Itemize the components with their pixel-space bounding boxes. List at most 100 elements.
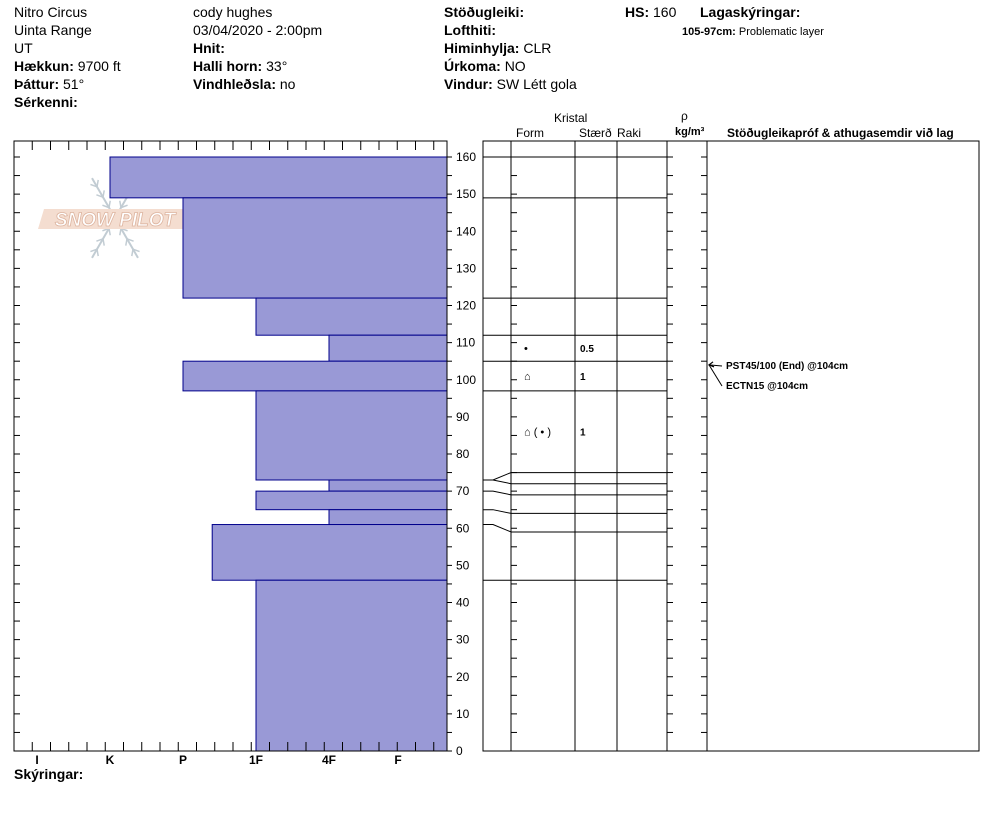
tests-header: Stöðugleikapróf & athugasemdir við lag [727,126,954,140]
hardness-bar [182,197,448,299]
snow-height: HS: 160 [625,4,676,20]
layer-note-text: Problematic layer [738,26,824,38]
observer: cody hughes [193,4,273,20]
snowflake-branch [102,190,105,198]
density-unit: kg/m³ [675,126,705,138]
elevation-value: 9700 ft [77,58,121,74]
stability-test-label: ECTN15 @104cm [726,381,808,392]
snow-pilot-logo: SNOW PILOT [38,177,192,259]
logo-banner [38,209,192,229]
crystal-size: 1 [580,372,586,383]
wind-loading: Vindhleðsla: no [193,76,295,92]
wind-label: Vindur: [444,76,493,92]
layer-notes-label: Lagaskýringar: [700,4,801,20]
state: UT [14,40,33,56]
layer-note: 105-97cm: Problematic layer [682,24,824,40]
depth-tick-label: 50 [456,558,470,572]
layer-note-range: 105-97cm: [682,26,736,38]
snowflake-branch [90,248,98,253]
snowflake-branch [119,228,122,236]
snowflake-branch [132,248,140,253]
depth-tick-label: 100 [456,373,476,387]
wind-loading-label: Vindhleðsla: [193,76,276,92]
layer-table-frame [482,140,980,752]
depth-tick-label: 10 [456,707,470,721]
hardness-bar [328,334,448,362]
sky-cover: Himinhylja: CLR [444,40,551,56]
depth-tick-label: 130 [456,261,476,275]
hardness-tick-label: P [179,753,187,767]
snowflake-branch [90,183,98,188]
depth-tick-label: 140 [456,224,476,238]
elevation: Hækkun: 9700 ft [14,58,121,74]
hardness-bar [109,156,448,199]
precip-value: NO [504,58,526,74]
stability-test-label: PST45/100 (End) @104cm [726,361,848,372]
test-arrowhead [707,361,715,368]
depth-tick-label: 110 [456,336,475,350]
depth-tick-label: 90 [456,410,470,424]
slope-value: 33° [266,58,288,74]
hs-label: HS: [625,4,650,20]
crystal-form: ⌂ [524,371,531,383]
notes-label: Skýringar: [14,766,84,782]
crystal-form: • [524,343,528,355]
elevation-label: Hækkun: [14,58,74,74]
snowflake-branch [96,179,99,187]
sky-value: CLR [523,40,552,56]
depth-tick-label: 60 [456,521,470,535]
depth-tick-label: 0 [456,744,463,758]
hardness-bar [328,479,448,492]
hardness-tick-label: I [35,753,38,767]
layer-connector [483,509,512,514]
location-name: Nitro Circus [14,4,88,20]
snowflake-branch [96,249,99,257]
depth-tick-label: 70 [456,484,470,498]
depth-tick-label: 20 [456,670,470,684]
layer-connector [483,479,512,485]
test-pointer [708,364,723,387]
precipitation: Úrkoma: NO [444,58,526,74]
snowflake-branch [96,238,104,242]
slope-angle: Halli horn: 33° [193,58,287,74]
snowflake-branch [125,238,128,246]
datetime: 03/04/2020 - 2:00pm [193,22,323,38]
snowflake-branch [96,194,104,198]
precip-label: Úrkoma: [444,58,501,74]
hardness-tick-label: K [106,753,115,767]
snowflake-branch [131,249,134,257]
hardness-bar [328,509,448,526]
wind: Vindur: SW Létt gola [444,76,577,92]
aspect: Þáttur: 51° [14,76,84,92]
crystal-size: 0.5 [580,344,594,355]
test-pointer [708,364,723,367]
moisture-header: Raki [617,126,642,140]
snowflake-branch [108,200,111,208]
hardness-graph-frame [13,140,448,752]
slope-label: Halli horn: [193,58,263,74]
sky-label: Himinhylja: [444,40,520,56]
logo-text: SNOW PILOT [55,210,177,231]
snowflake-branch [102,204,110,209]
hardness-bar [255,297,448,336]
depth-tick-label: 150 [456,187,476,201]
features-label: Sérkenni: [14,94,78,110]
depth-tick-label: 30 [456,633,470,647]
stability-label: Stöðugleiki: [444,4,525,20]
aspect-label: Þáttur: [14,76,60,92]
snowflake-branch [102,238,105,246]
hardness-tick-label: 4F [322,753,336,767]
crystal-header: Kristal [554,111,588,125]
form-header: Form [516,126,544,140]
snowflake-branch [108,228,111,236]
size-header: Stærð [579,126,612,140]
layer-connector [483,472,512,481]
mountain-range: Uinta Range [14,22,92,38]
depth-tick-label: 40 [456,596,470,610]
density-symbol: ρ [681,109,688,123]
snowflake-branch [126,238,134,242]
wind-value: SW Létt gola [496,76,577,92]
hs-value: 160 [653,4,677,20]
depth-tick-label: 160 [456,150,476,164]
